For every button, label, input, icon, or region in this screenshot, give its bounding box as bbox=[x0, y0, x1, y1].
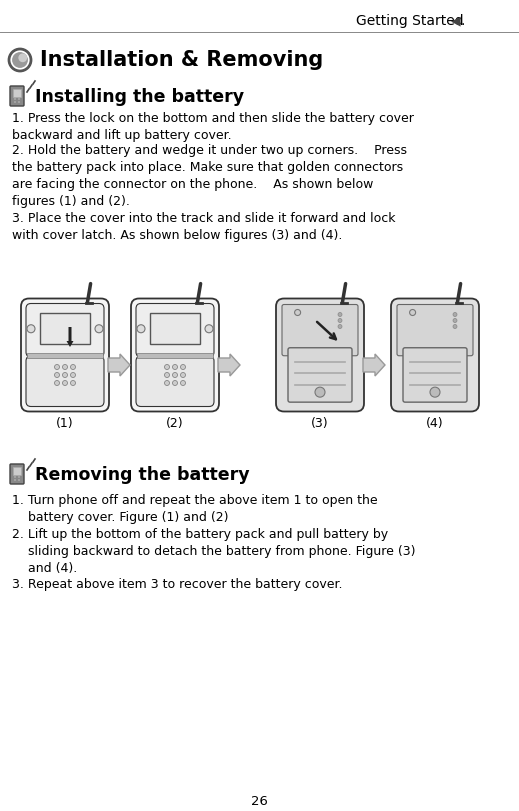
Circle shape bbox=[338, 324, 342, 328]
Circle shape bbox=[18, 476, 20, 478]
FancyArrow shape bbox=[363, 354, 385, 376]
Bar bbox=[13, 89, 21, 97]
FancyBboxPatch shape bbox=[136, 356, 214, 406]
Circle shape bbox=[172, 364, 177, 370]
Text: 2. Hold the battery and wedge it under two up corners.    Press
the battery pack: 2. Hold the battery and wedge it under t… bbox=[12, 144, 407, 208]
Circle shape bbox=[14, 476, 16, 478]
Text: 26: 26 bbox=[251, 795, 268, 808]
FancyBboxPatch shape bbox=[403, 348, 467, 402]
Circle shape bbox=[181, 372, 185, 377]
Circle shape bbox=[181, 364, 185, 370]
Circle shape bbox=[453, 324, 457, 328]
Text: 1. Turn phone off and repeat the above item 1 to open the
    battery cover. Fig: 1. Turn phone off and repeat the above i… bbox=[12, 494, 378, 524]
FancyBboxPatch shape bbox=[282, 304, 358, 356]
Circle shape bbox=[18, 101, 20, 103]
Bar bbox=[137, 353, 213, 358]
FancyBboxPatch shape bbox=[26, 303, 104, 357]
Circle shape bbox=[165, 380, 170, 385]
FancyArrow shape bbox=[108, 354, 130, 376]
Circle shape bbox=[27, 324, 35, 333]
Circle shape bbox=[71, 380, 75, 385]
Circle shape bbox=[9, 49, 31, 71]
Text: (4): (4) bbox=[426, 418, 444, 431]
FancyBboxPatch shape bbox=[288, 348, 352, 402]
Circle shape bbox=[165, 372, 170, 377]
Circle shape bbox=[172, 380, 177, 385]
Bar bbox=[27, 353, 103, 358]
Circle shape bbox=[338, 319, 342, 323]
Circle shape bbox=[181, 380, 185, 385]
Text: (1): (1) bbox=[56, 418, 74, 431]
Circle shape bbox=[54, 364, 60, 370]
Circle shape bbox=[172, 372, 177, 377]
FancyBboxPatch shape bbox=[136, 303, 214, 357]
Circle shape bbox=[62, 364, 67, 370]
Text: Installing the battery: Installing the battery bbox=[35, 88, 244, 106]
Circle shape bbox=[315, 387, 325, 397]
Circle shape bbox=[62, 380, 67, 385]
Text: 3. Repeat above item 3 to recover the battery cover.: 3. Repeat above item 3 to recover the ba… bbox=[12, 578, 343, 591]
Circle shape bbox=[137, 324, 145, 333]
Text: 3. Place the cover into the track and slide it forward and lock
with cover latch: 3. Place the cover into the track and sl… bbox=[12, 212, 395, 242]
Bar bbox=[13, 467, 21, 475]
FancyBboxPatch shape bbox=[397, 304, 473, 356]
Circle shape bbox=[18, 54, 27, 62]
Bar bbox=[40, 312, 90, 344]
Circle shape bbox=[54, 380, 60, 385]
FancyArrow shape bbox=[66, 327, 74, 347]
Text: Removing the battery: Removing the battery bbox=[35, 466, 250, 484]
Circle shape bbox=[165, 364, 170, 370]
Circle shape bbox=[14, 98, 16, 100]
FancyBboxPatch shape bbox=[26, 356, 104, 406]
Text: (3): (3) bbox=[311, 418, 329, 431]
Text: 1. Press the lock on the bottom and then slide the battery cover
backward and li: 1. Press the lock on the bottom and then… bbox=[12, 112, 414, 142]
FancyBboxPatch shape bbox=[131, 298, 219, 411]
Circle shape bbox=[14, 479, 16, 481]
Circle shape bbox=[453, 312, 457, 316]
Circle shape bbox=[71, 364, 75, 370]
Circle shape bbox=[409, 310, 416, 315]
Circle shape bbox=[12, 52, 28, 68]
Circle shape bbox=[453, 319, 457, 323]
FancyBboxPatch shape bbox=[10, 464, 24, 484]
Circle shape bbox=[71, 372, 75, 377]
FancyBboxPatch shape bbox=[10, 86, 24, 106]
FancyBboxPatch shape bbox=[276, 298, 364, 411]
Circle shape bbox=[430, 387, 440, 397]
Circle shape bbox=[295, 310, 301, 315]
FancyBboxPatch shape bbox=[391, 298, 479, 411]
Circle shape bbox=[62, 372, 67, 377]
Text: 2. Lift up the bottom of the battery pack and pull battery by
    sliding backwa: 2. Lift up the bottom of the battery pac… bbox=[12, 528, 416, 575]
Text: (2): (2) bbox=[166, 418, 184, 431]
Circle shape bbox=[95, 324, 103, 333]
Text: Installation & Removing: Installation & Removing bbox=[40, 50, 323, 70]
FancyArrow shape bbox=[218, 354, 240, 376]
Circle shape bbox=[18, 479, 20, 481]
Circle shape bbox=[14, 101, 16, 103]
Circle shape bbox=[18, 98, 20, 100]
Circle shape bbox=[338, 312, 342, 316]
Circle shape bbox=[205, 324, 213, 333]
Text: ◀: ◀ bbox=[451, 14, 461, 27]
Text: Getting Started: Getting Started bbox=[356, 14, 463, 28]
Text: .: . bbox=[461, 14, 466, 28]
FancyBboxPatch shape bbox=[21, 298, 109, 411]
Circle shape bbox=[54, 372, 60, 377]
Bar bbox=[150, 312, 200, 344]
